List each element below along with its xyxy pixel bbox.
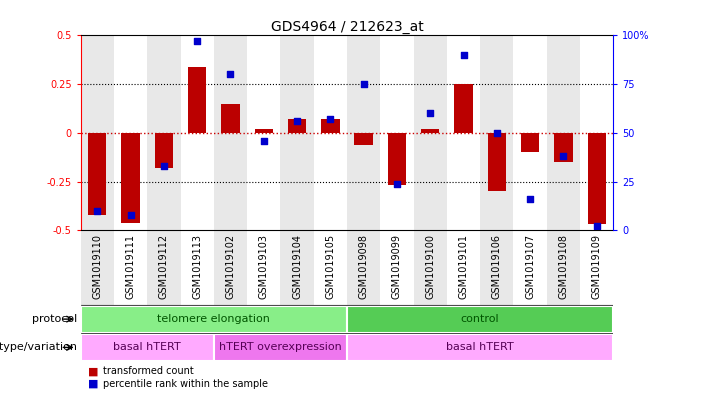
Bar xyxy=(247,35,280,230)
Bar xyxy=(121,133,139,222)
Bar xyxy=(414,230,447,305)
Bar xyxy=(214,230,247,305)
Text: hTERT overexpression: hTERT overexpression xyxy=(219,342,342,353)
Point xyxy=(325,116,336,122)
Text: protocol: protocol xyxy=(32,314,77,324)
Text: GSM1019106: GSM1019106 xyxy=(492,234,502,299)
Bar xyxy=(181,35,214,230)
Text: percentile rank within the sample: percentile rank within the sample xyxy=(103,378,268,389)
Point xyxy=(524,196,536,202)
Title: GDS4964 / 212623_at: GDS4964 / 212623_at xyxy=(271,20,423,34)
Bar xyxy=(314,230,347,305)
Bar xyxy=(554,133,573,162)
Text: GSM1019113: GSM1019113 xyxy=(192,234,202,299)
Bar xyxy=(355,133,373,145)
Bar xyxy=(547,35,580,230)
Bar xyxy=(454,84,472,133)
Bar xyxy=(247,230,280,305)
Bar xyxy=(114,230,147,305)
Bar xyxy=(480,35,513,230)
Point xyxy=(391,180,402,187)
Bar xyxy=(381,35,414,230)
Text: genotype/variation: genotype/variation xyxy=(0,342,77,353)
Text: GSM1019111: GSM1019111 xyxy=(125,234,135,299)
Bar xyxy=(514,230,547,305)
Text: telomere elongation: telomere elongation xyxy=(157,314,271,324)
Bar xyxy=(280,35,314,230)
Bar xyxy=(147,35,181,230)
Bar xyxy=(580,230,613,305)
Text: GSM1019110: GSM1019110 xyxy=(93,234,102,299)
Text: GSM1019102: GSM1019102 xyxy=(226,234,236,299)
Bar xyxy=(81,305,347,333)
Point xyxy=(225,71,236,77)
Text: GSM1019101: GSM1019101 xyxy=(458,234,468,299)
Text: GSM1019104: GSM1019104 xyxy=(292,234,302,299)
Bar xyxy=(155,133,173,168)
Text: GSM1019107: GSM1019107 xyxy=(525,234,535,299)
Bar xyxy=(381,230,414,305)
Bar xyxy=(480,230,513,305)
Text: GSM1019103: GSM1019103 xyxy=(259,234,268,299)
Bar xyxy=(347,230,381,305)
Point xyxy=(558,153,569,160)
Bar xyxy=(587,133,606,224)
Bar xyxy=(288,119,306,133)
Text: GSM1019105: GSM1019105 xyxy=(325,234,335,299)
Text: ■: ■ xyxy=(88,366,98,376)
Bar xyxy=(81,230,114,305)
Bar xyxy=(254,129,273,133)
Point xyxy=(158,163,170,169)
Bar xyxy=(321,119,339,133)
Bar xyxy=(181,230,214,305)
Bar xyxy=(114,35,147,230)
Bar xyxy=(447,35,480,230)
Bar xyxy=(188,66,206,133)
Point xyxy=(125,211,136,218)
Point xyxy=(591,223,602,230)
Bar xyxy=(280,230,314,305)
Point xyxy=(425,110,436,116)
Text: basal hTERT: basal hTERT xyxy=(114,342,181,353)
Bar xyxy=(580,35,613,230)
Bar xyxy=(81,35,114,230)
Point xyxy=(292,118,303,124)
Point xyxy=(191,38,203,44)
Bar xyxy=(388,133,406,185)
Bar xyxy=(421,129,440,133)
Bar xyxy=(521,133,539,152)
Bar xyxy=(347,334,613,361)
Text: GSM1019099: GSM1019099 xyxy=(392,234,402,299)
Text: GSM1019100: GSM1019100 xyxy=(426,234,435,299)
Point xyxy=(92,208,103,214)
Bar xyxy=(447,230,480,305)
Bar xyxy=(488,133,506,191)
Text: GSM1019098: GSM1019098 xyxy=(359,234,369,299)
Bar xyxy=(214,334,347,361)
Text: basal hTERT: basal hTERT xyxy=(447,342,514,353)
Point xyxy=(358,81,369,87)
Text: control: control xyxy=(461,314,500,324)
Bar xyxy=(347,35,381,230)
Point xyxy=(491,130,503,136)
Bar xyxy=(214,35,247,230)
Text: GSM1019108: GSM1019108 xyxy=(559,234,569,299)
Text: GSM1019112: GSM1019112 xyxy=(159,234,169,299)
Bar xyxy=(314,35,347,230)
Text: transformed count: transformed count xyxy=(103,366,193,376)
Bar xyxy=(147,230,181,305)
Point xyxy=(258,138,269,144)
Text: GSM1019109: GSM1019109 xyxy=(592,234,601,299)
Bar xyxy=(81,334,214,361)
Bar xyxy=(347,305,613,333)
Text: ■: ■ xyxy=(88,378,98,389)
Bar xyxy=(514,35,547,230)
Bar xyxy=(222,104,240,133)
Point xyxy=(458,52,469,58)
Bar xyxy=(414,35,447,230)
Bar xyxy=(547,230,580,305)
Bar xyxy=(88,133,107,215)
